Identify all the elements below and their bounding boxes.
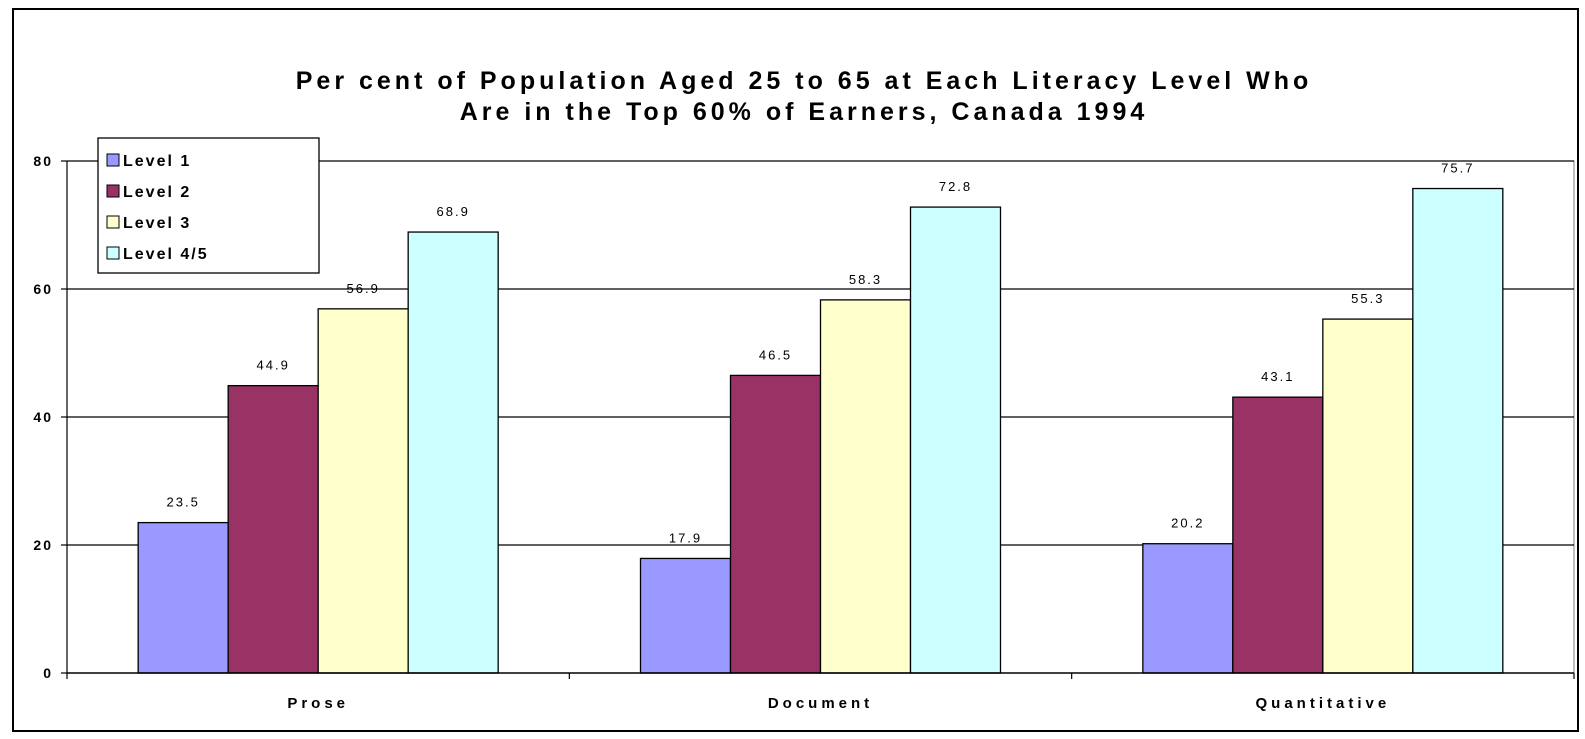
chart-title: Per cent of Population Aged 25 to 65 at … bbox=[296, 67, 1313, 126]
bar-quantitative-level-3 bbox=[1322, 318, 1414, 674]
bar-document-level-3 bbox=[819, 299, 912, 674]
legend: Level 1 Level 2 Level 3 Level 4/5 bbox=[97, 137, 320, 274]
chart-frame: Per cent of Population Aged 25 to 65 at … bbox=[12, 8, 1579, 732]
legend-box bbox=[97, 137, 320, 274]
legend-label-2: Level 2 bbox=[123, 184, 191, 201]
data-label-prose-4: 68.9 bbox=[437, 204, 470, 219]
plot-area: 0 20 40 60 80 23.5 44.9 56.9 68.9 17.9 46.5 58.3 72.… bbox=[33, 153, 1575, 712]
bar-prose-level-3 bbox=[317, 308, 409, 674]
data-label-document-4: 72.8 bbox=[939, 179, 972, 194]
legend-label-3: Level 3 bbox=[123, 215, 191, 232]
data-label-quantitative-2: 43.1 bbox=[1261, 369, 1294, 384]
legend-label-1: Level 1 bbox=[123, 153, 191, 170]
bar-prose-level-2 bbox=[227, 384, 319, 674]
data-label-document-3: 58.3 bbox=[849, 272, 882, 287]
category-label-document: Document bbox=[768, 695, 873, 712]
y-tick-label-0: 0 bbox=[43, 665, 53, 681]
bar-quantitative-level-1 bbox=[1142, 543, 1234, 674]
bar-prose-level-4-5 bbox=[407, 231, 499, 674]
bar-quantitative-level-2 bbox=[1232, 396, 1324, 674]
category-label-quantitative: Quantitative bbox=[1255, 695, 1390, 712]
bar-quantitative-level-4-5 bbox=[1412, 187, 1504, 674]
legend-swatch-2 bbox=[106, 184, 120, 198]
category-label-prose: Prose bbox=[287, 695, 349, 712]
chart-title-line-2: Are in the Top 60% of Earners, Canada 19… bbox=[460, 98, 1149, 126]
y-tick-label-40: 40 bbox=[33, 409, 53, 425]
y-tick-label-20: 20 bbox=[33, 537, 53, 553]
data-label-document-2: 46.5 bbox=[759, 347, 792, 362]
data-label-prose-2: 44.9 bbox=[257, 358, 290, 373]
y-tick-label-60: 60 bbox=[33, 281, 53, 297]
bar-document-level-2 bbox=[729, 374, 822, 674]
chart-title-line-1: Per cent of Population Aged 25 to 65 at … bbox=[296, 67, 1313, 95]
data-label-quantitative-4: 75.7 bbox=[1441, 161, 1474, 176]
legend-swatch-3 bbox=[106, 215, 120, 229]
legend-swatch-1 bbox=[106, 153, 120, 167]
legend-label-4: Level 4/5 bbox=[123, 246, 209, 263]
data-label-prose-3: 56.9 bbox=[347, 281, 380, 296]
data-label-quantitative-3: 55.3 bbox=[1351, 291, 1384, 306]
data-label-prose-1: 23.5 bbox=[167, 495, 200, 510]
bar-prose-level-1 bbox=[137, 521, 229, 674]
data-label-document-1: 17.9 bbox=[669, 530, 702, 545]
bar-document-level-1 bbox=[639, 557, 732, 674]
bar-chart: Per cent of Population Aged 25 to 65 at … bbox=[33, 67, 1575, 712]
data-label-quantitative-1: 20.2 bbox=[1171, 516, 1204, 531]
bar-document-level-4-5 bbox=[909, 206, 1002, 674]
legend-swatch-4 bbox=[106, 246, 120, 260]
y-tick-label-80: 80 bbox=[33, 153, 53, 169]
